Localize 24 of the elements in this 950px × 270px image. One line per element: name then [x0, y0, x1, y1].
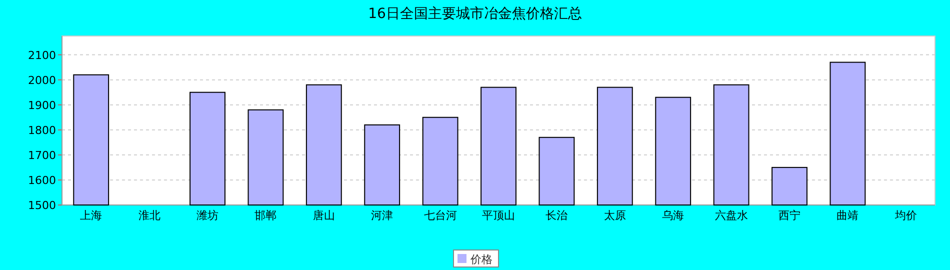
x-tick-label: 河津 [371, 209, 394, 222]
x-tick-label: 均价 [894, 209, 917, 222]
x-tick-label: 长治 [546, 209, 568, 222]
y-tick-label: 1900 [28, 98, 56, 112]
x-tick-label: 邯郸 [254, 209, 277, 222]
x-tick-label: 平顶山 [482, 209, 515, 222]
x-tick-label: 淮北 [138, 209, 160, 222]
x-tick-label: 潍坊 [196, 209, 218, 222]
x-tick-label: 唐山 [312, 209, 335, 222]
chart-title: 16日全国主要城市冶金焦价格汇总 [368, 6, 582, 22]
y-tick-label: 2000 [28, 74, 56, 87]
x-tick-label: 太原 [604, 209, 626, 222]
x-tick-label: 曲靖 [836, 209, 859, 222]
x-tick-label: 上海 [80, 209, 102, 222]
legend-label: 价格 [470, 253, 492, 266]
x-tick-label: 七台河 [424, 209, 457, 222]
y-tick-label: 1500 [28, 199, 56, 212]
x-tick-label: 六盘水 [714, 209, 748, 222]
x-tick-label: 西宁 [778, 209, 800, 222]
x-tick-label: 乌海 [662, 209, 684, 222]
y-tick-label: 1700 [28, 148, 56, 162]
y-tick-label: 1600 [28, 174, 56, 187]
y-tick-label: 2100 [28, 48, 56, 62]
y-tick-label: 1800 [28, 124, 56, 137]
